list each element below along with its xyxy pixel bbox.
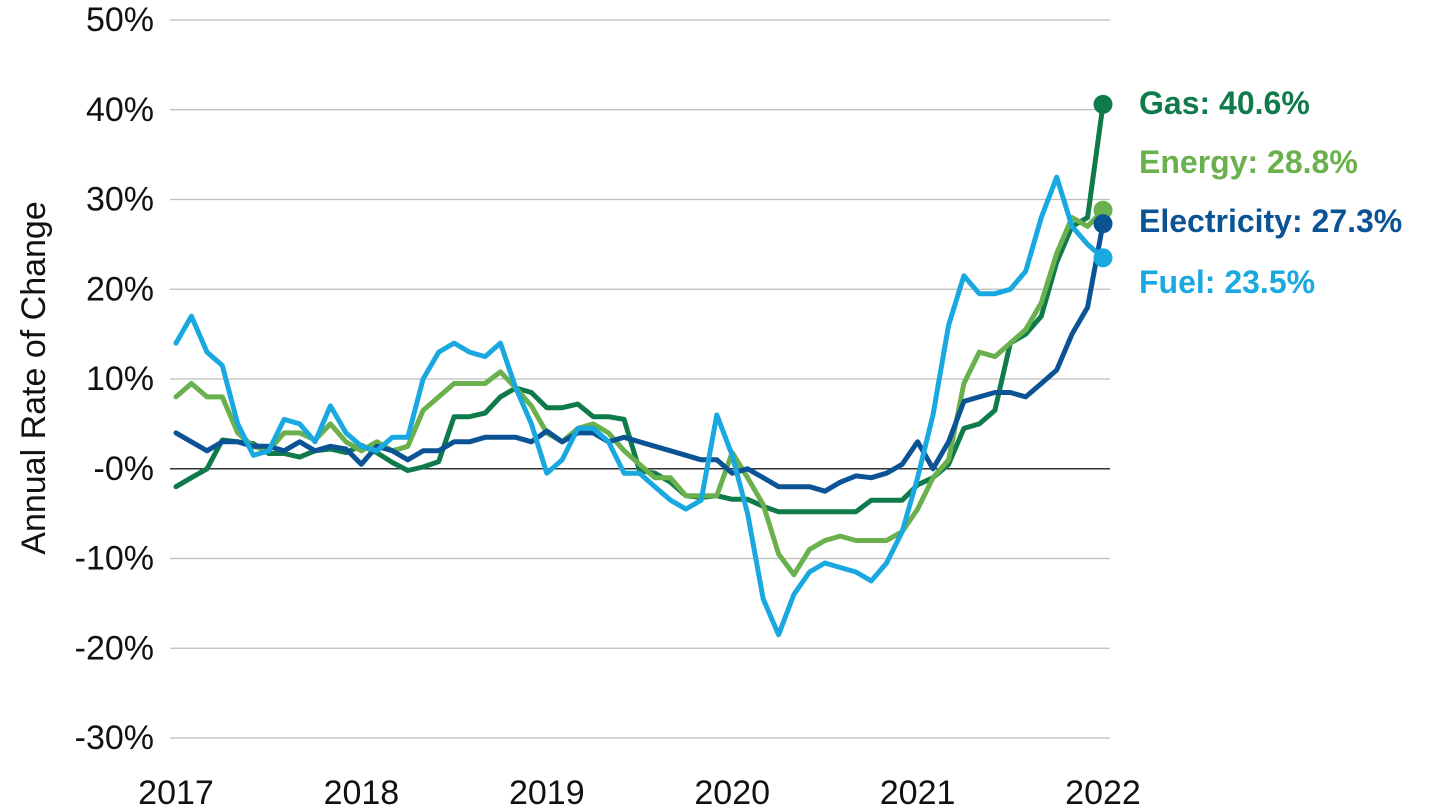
y-tick-label: -10% <box>75 540 154 578</box>
y-tick-label: 40% <box>86 91 154 129</box>
y-axis-ticks: -30% -20% -10% -0% 10% 20% 30% 40% 50% <box>75 1 154 757</box>
end-marker-electricity <box>1093 214 1113 234</box>
x-tick-label: 2017 <box>138 774 214 810</box>
series-label-electricity: Electricity: 27.3% <box>1139 203 1402 239</box>
gridlines <box>170 19 1110 739</box>
series-end-markers <box>1093 94 1113 268</box>
y-tick-label: -30% <box>75 719 154 757</box>
series-label-fuel: Fuel: 23.5% <box>1139 264 1315 300</box>
y-tick-label: 30% <box>86 181 154 219</box>
x-tick-label: 2022 <box>1065 774 1141 810</box>
end-marker-energy <box>1093 200 1113 220</box>
y-tick-label: -20% <box>75 629 154 667</box>
x-tick-label: 2020 <box>694 774 770 810</box>
end-marker-gas <box>1093 94 1113 114</box>
series-line-energy <box>173 207 1106 578</box>
series-line-fuel <box>173 174 1106 638</box>
y-tick-label: 20% <box>86 270 154 308</box>
y-tick-label: -0% <box>94 450 154 488</box>
y-axis-label: Annual Rate of Change <box>15 201 53 554</box>
series-line-electricity <box>173 221 1106 494</box>
y-tick-label: 50% <box>86 1 154 39</box>
y-tick-label: 10% <box>86 360 154 398</box>
end-marker-fuel <box>1093 248 1113 268</box>
x-axis-ticks: 2017 2018 2019 2020 2021 2022 <box>138 774 1141 810</box>
series-label-energy: Energy: 28.8% <box>1139 144 1358 180</box>
x-tick-label: 2018 <box>324 774 400 810</box>
x-tick-label: 2021 <box>880 774 956 810</box>
x-tick-label: 2019 <box>509 774 585 810</box>
series-labels: Gas: 40.6% Energy: 28.8% Electricity: 27.3… <box>1139 85 1402 300</box>
series-label-gas: Gas: 40.6% <box>1139 85 1310 121</box>
series-line-gas <box>173 101 1106 515</box>
series-lines <box>173 101 1106 638</box>
